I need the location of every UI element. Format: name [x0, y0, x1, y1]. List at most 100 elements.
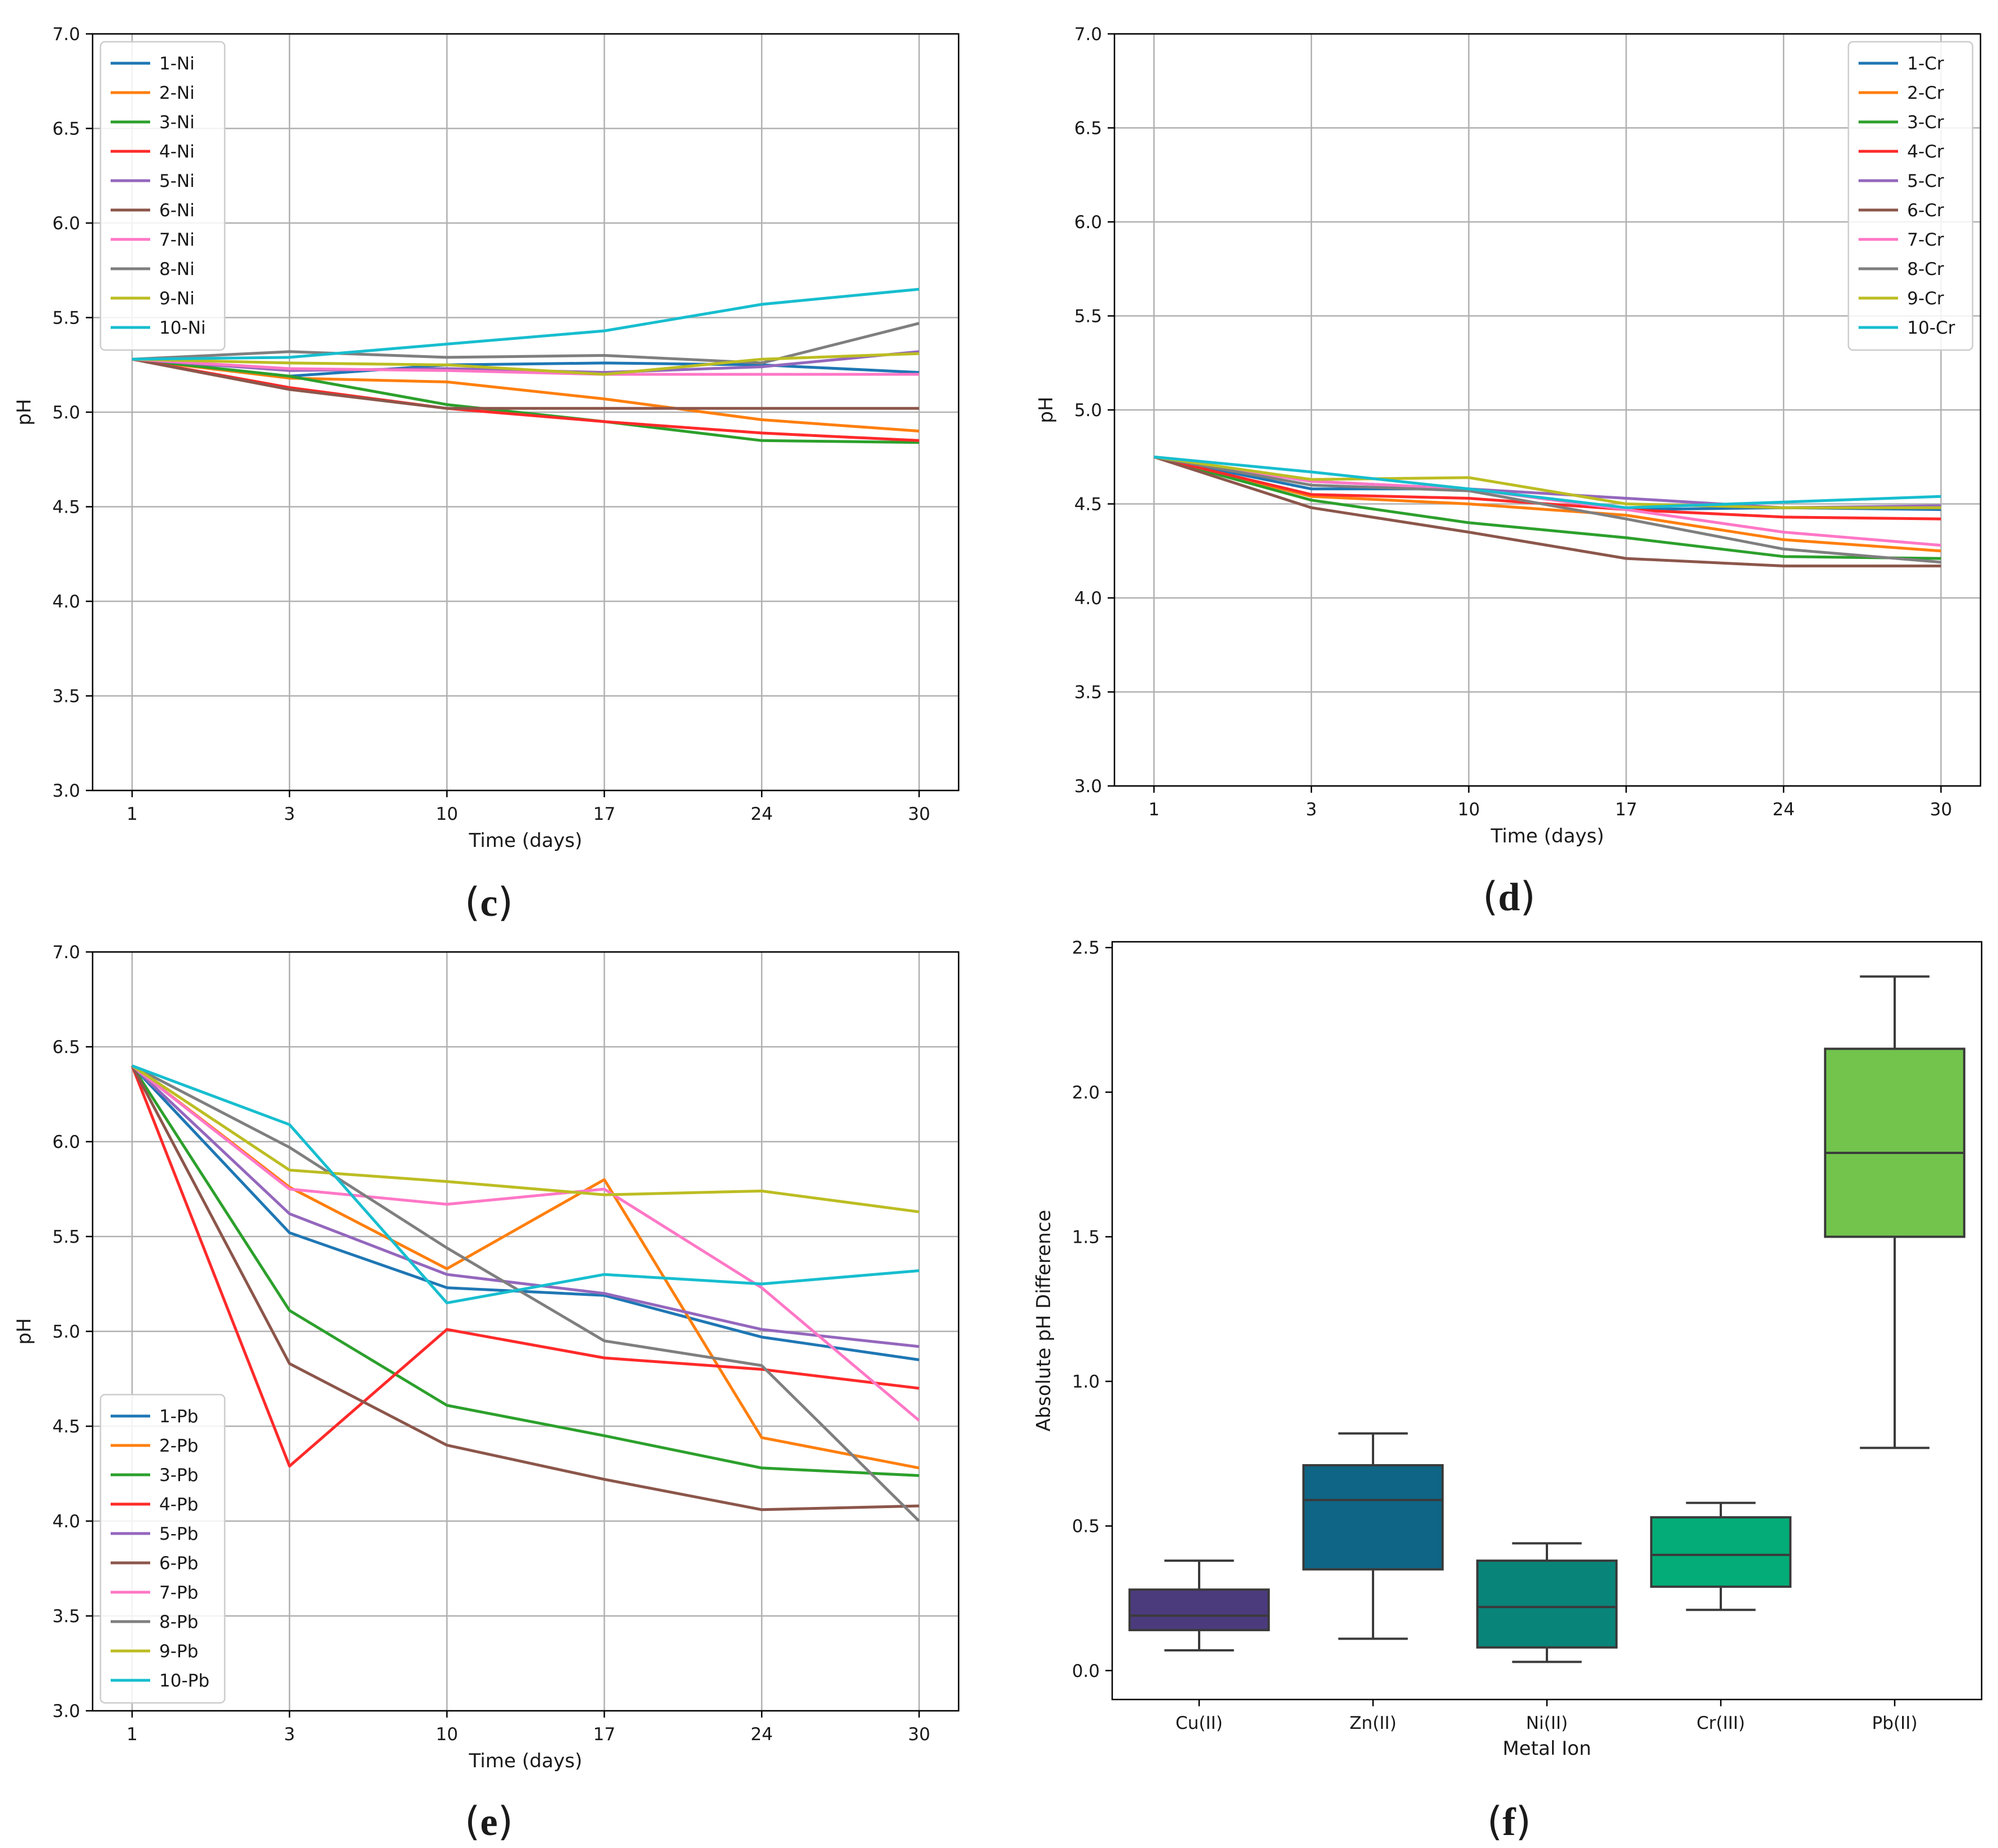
x-tick-label: Cu(II) [1175, 1713, 1223, 1733]
caption-close-paren: ) [1520, 873, 1535, 920]
y-tick-label: 1.0 [1072, 1372, 1100, 1392]
box-Ni(II) [1476, 1542, 1618, 1663]
y-tick-label: 3.0 [53, 781, 80, 801]
x-tick-label: 10 [1458, 800, 1480, 820]
legend-label: 1-Cr [1907, 54, 1944, 74]
x-tick-label: Cr(III) [1697, 1713, 1745, 1733]
caption-letter: f [1502, 1801, 1516, 1844]
series-line-2-Cr [1153, 455, 1942, 553]
panel-caption: (f) [1487, 1798, 1531, 1845]
legend-label: 2-Cr [1907, 83, 1944, 103]
legend: 1-Ni 2-Ni 3-Ni 4-Ni 5-Ni 6-Ni 7-Ni 8-Ni 9-Ni 10-N… [99, 41, 226, 351]
caption-letter: c [480, 881, 497, 925]
series-line-4-Pb [130, 1065, 920, 1468]
x-tick-label: 30 [1930, 800, 1952, 820]
series-line-9-Ni [132, 352, 920, 376]
panel-caption: (e) [465, 1798, 513, 1845]
caption-letter: d [1498, 876, 1520, 919]
legend-label: 2-Pb [159, 1436, 198, 1456]
legend-label: 4-Pb [159, 1495, 198, 1515]
x-tick-label: Zn(II) [1349, 1713, 1396, 1733]
y-tick-label: 6.0 [1074, 212, 1102, 233]
y-tick-label: 4.5 [53, 1417, 80, 1437]
legend-label: 7-Ni [159, 230, 195, 250]
x-tick-label: 24 [750, 804, 772, 824]
y-tick-label: 4.5 [1074, 495, 1102, 515]
legend-label: 9-Pb [159, 1641, 198, 1662]
series-line-8-Ni [132, 322, 920, 365]
y-tick-label: 6.0 [53, 213, 80, 234]
box-Zn(II) [1302, 1432, 1444, 1640]
y-axis-label: pH [13, 399, 36, 425]
box-Cr(III) [1650, 1501, 1792, 1611]
legend-label: 5-Ni [159, 171, 195, 191]
x-tick-label: 10 [436, 1724, 458, 1745]
series-line-10-Cr [1153, 455, 1942, 509]
y-tick-label: 5.0 [53, 403, 80, 423]
y-tick-label: 6.5 [53, 119, 80, 139]
y-tick-label: 4.0 [1074, 588, 1102, 609]
x-tick-label: 17 [1615, 800, 1637, 820]
chart-d: 3.0 3.5 4.0 4.5 5.0 5.5 6.0 6.5 7.0 1 3 10 17 24 30 Tim… [1035, 24, 1982, 920]
chart-c: 3.0 3.5 4.0 4.5 5.0 5.5 6.0 6.5 7.0 1 3 10 17 24 30 Tim… [13, 24, 960, 925]
series-line-9-Cr [1153, 455, 1941, 509]
legend: 1-Cr 2-Cr 3-Cr 4-Cr 5-Cr 6-Cr 7-Cr 8-Cr 9-Cr 10-C… [1847, 41, 1974, 351]
legend: 1-Pb 2-Pb 3-Pb 4-Pb 5-Pb 6-Pb 7-Pb 8-Pb 9-Pb 10-P… [99, 1393, 226, 1704]
y-axis-label: pH [13, 1318, 36, 1344]
y-tick-label: 0.0 [1072, 1661, 1100, 1681]
x-tick-label: 24 [750, 1724, 772, 1745]
series-line-8-Pb [131, 1064, 920, 1522]
series-line-5-Pb [131, 1064, 920, 1348]
y-tick-label: 2.0 [1072, 1082, 1100, 1103]
y-tick-label: 4.0 [53, 592, 80, 612]
y-axis-label: Absolute pH Difference [1033, 1210, 1055, 1432]
iqr-box [1302, 1464, 1444, 1571]
legend-label: 8-Cr [1907, 259, 1944, 279]
x-axis-label: Time (days) [1490, 825, 1604, 847]
x-axis-label: Time (days) [469, 1750, 583, 1772]
panel-caption: (c) [465, 879, 513, 925]
y-tick-label: 5.5 [53, 1227, 80, 1247]
series-line-1-Pb [131, 1064, 920, 1361]
series-line-10-Ni [132, 287, 920, 361]
y-tick-label: 0.5 [1072, 1517, 1100, 1537]
x-axis-label: Time (days) [469, 829, 583, 852]
y-tick-label: 1.5 [1072, 1227, 1100, 1247]
series-line-10-Pb [132, 1064, 920, 1305]
x-tick-label: 1 [126, 804, 138, 824]
legend-label: 7-Pb [159, 1583, 198, 1603]
y-tick-label: 6.5 [53, 1037, 80, 1058]
box-Pb(II) [1824, 975, 1966, 1449]
y-tick-label: 3.5 [53, 1606, 80, 1627]
legend-label: 10-Cr [1907, 318, 1955, 338]
legend-label: 2-Ni [159, 83, 195, 103]
legend-label: 5-Cr [1907, 171, 1944, 191]
x-tick-label: 1 [1148, 800, 1160, 820]
chart-f: 0.0 0.5 1.0 1.5 2.0 2.5 Cu(II) Zn(II) Ni(II) Cr(I… [1033, 938, 1983, 1845]
x-axis-label: Metal Ion [1502, 1737, 1591, 1760]
legend-label: 8-Ni [159, 259, 195, 279]
x-tick-label: 3 [284, 804, 295, 824]
caption-close-paren: ) [498, 879, 513, 925]
x-tick-label: 17 [593, 804, 615, 824]
y-tick-label: 3.5 [1074, 683, 1102, 703]
series-line-8-Cr [1153, 455, 1942, 564]
x-tick-label: 3 [284, 1724, 295, 1745]
panel-caption: (d) [1483, 873, 1536, 920]
legend-label: 6-Cr [1907, 200, 1944, 221]
y-tick-label: 3.0 [1074, 776, 1102, 797]
x-tick-label: 24 [1772, 800, 1794, 820]
legend-label: 3-Cr [1907, 112, 1944, 133]
series-line-3-Pb [130, 1065, 920, 1477]
legend-box [99, 1393, 226, 1704]
caption-open-paren: ( [465, 879, 480, 925]
x-tick-label: 30 [908, 1724, 930, 1745]
iqr-box [1128, 1588, 1270, 1632]
y-tick-label: 7.0 [53, 24, 80, 45]
legend-label: 5-Pb [159, 1524, 198, 1544]
legend-box [1847, 41, 1974, 351]
legend-label: 6-Ni [159, 200, 195, 221]
x-tick-label: 30 [908, 804, 930, 824]
x-tick-label: Ni(II) [1526, 1713, 1568, 1733]
